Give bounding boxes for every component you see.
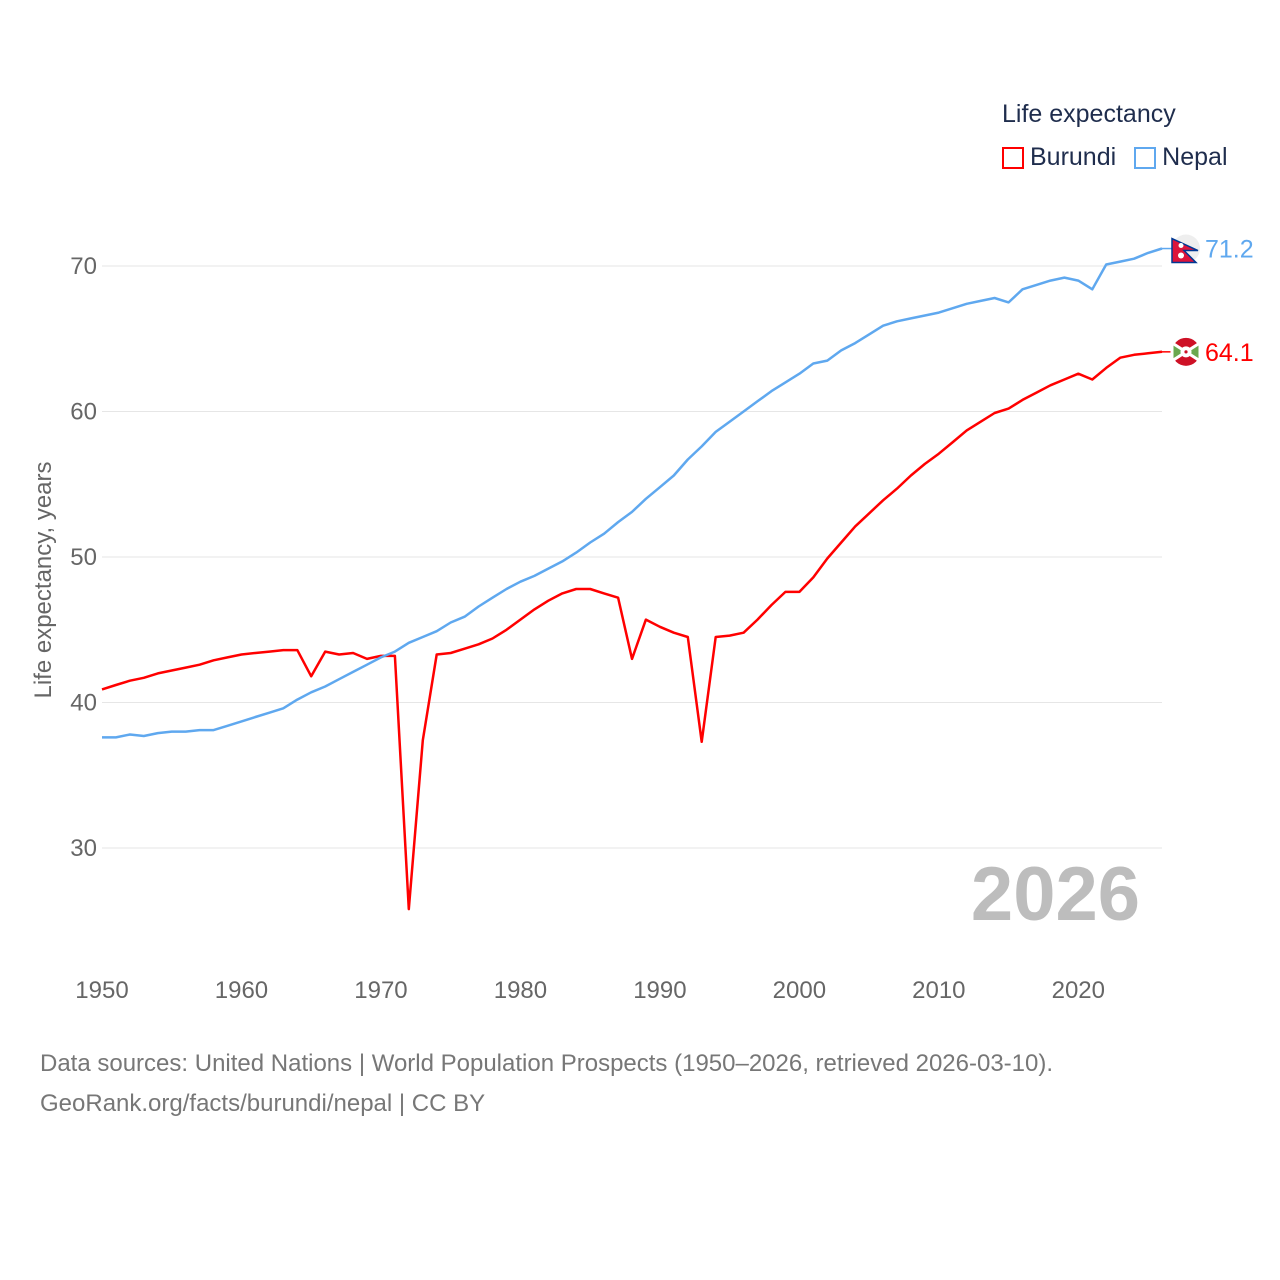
x-axis-ticks: 1950 1960 1970 1980 1990 2000 2010 2020 — [75, 977, 1105, 1004]
x-tick-label: 2020 — [1052, 977, 1105, 1004]
source-link[interactable]: GeoRank.org/facts/burundi/nepal | CC BY — [40, 1090, 486, 1117]
nepal-flag-icon — [1171, 234, 1200, 264]
y-tick-label: 60 — [70, 399, 97, 426]
y-tick-label: 30 — [70, 835, 97, 862]
legend-item-burundi[interactable]: Burundi — [1002, 143, 1116, 172]
legend-swatch-burundi — [1002, 146, 1024, 169]
end-value-label: 64.1 — [1205, 339, 1254, 367]
flag-moon — [1178, 243, 1184, 249]
series-lines — [101, 247, 1163, 911]
y-tick-label: 50 — [70, 544, 97, 571]
x-tick-label: 1960 — [215, 977, 268, 1004]
legend-swatch-nepal — [1134, 146, 1157, 169]
flag-star — [1184, 350, 1188, 354]
legend-item-nepal[interactable]: Nepal — [1134, 143, 1228, 172]
source-line: Data sources: United Nations | World Pop… — [40, 1050, 1054, 1077]
y-axis-label: Life expectancy, years — [30, 461, 57, 698]
series-line-nepal — [102, 247, 1163, 739]
x-tick-label: 1980 — [494, 977, 547, 1004]
x-tick-label: 2010 — [912, 977, 965, 1004]
x-tick-label: 1950 — [75, 977, 128, 1004]
y-axis-ticks: 30 40 50 60 70 — [70, 253, 97, 862]
series-line-burundi — [101, 350, 1163, 911]
end-value-label: 71.2 — [1205, 236, 1254, 264]
legend-label: Nepal — [1162, 143, 1228, 171]
x-tick-label: 1990 — [633, 977, 686, 1004]
flag-sun — [1178, 252, 1184, 259]
x-tick-label: 2000 — [773, 977, 826, 1004]
data-source: Data sources: United Nations | World Pop… — [40, 1044, 1053, 1124]
legend-label: Burundi — [1030, 143, 1117, 171]
burundi-flag-icon — [1170, 337, 1202, 366]
gridlines — [102, 265, 1162, 849]
y-tick-label: 40 — [70, 690, 97, 717]
x-tick-label: 1970 — [354, 977, 407, 1004]
year-watermark: 2026 — [971, 852, 1140, 937]
y-tick-label: 70 — [70, 253, 97, 280]
legend-title: Life expectancy — [1002, 100, 1176, 128]
end-markers: 64.1 71.2 — [1162, 234, 1254, 367]
legend: Burundi Nepal — [1002, 143, 1228, 172]
